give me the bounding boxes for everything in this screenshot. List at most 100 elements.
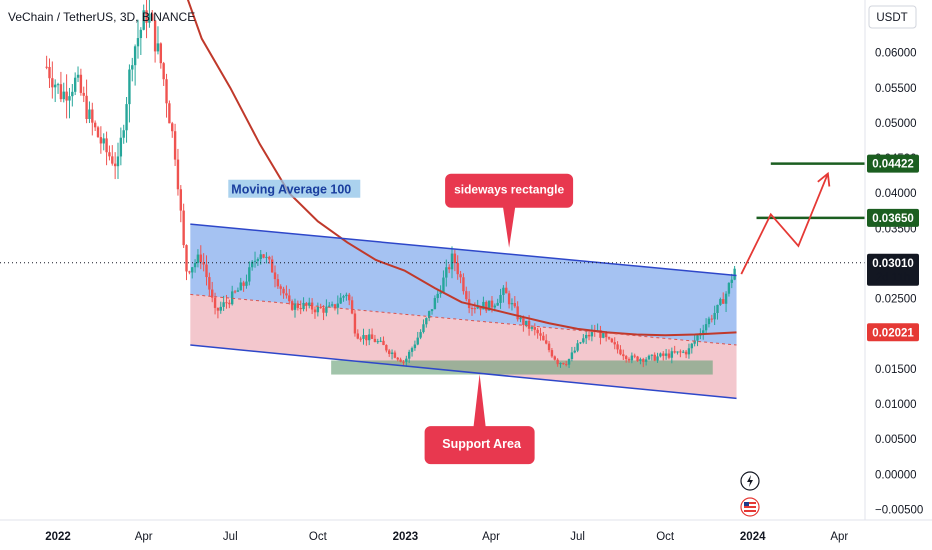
candle-body [619, 349, 622, 355]
candle-body [525, 320, 528, 325]
candle-body [336, 303, 340, 308]
current-price-tag [867, 253, 919, 286]
candle-body [191, 267, 194, 273]
candle-body [427, 311, 431, 319]
candle-body [510, 303, 514, 305]
candle-body [507, 293, 511, 305]
y-tick-label: 0.05000 [875, 118, 917, 130]
candle-body [71, 91, 74, 97]
candle-body [196, 254, 200, 264]
candle-body [208, 277, 211, 290]
support-zone [331, 360, 713, 375]
candle-body [519, 317, 522, 320]
x-tick-label: 2022 [45, 531, 71, 543]
candle-body [202, 262, 205, 265]
candle-body [368, 334, 371, 341]
flag-canton [744, 502, 749, 506]
candle-body [339, 297, 342, 304]
candle-body [690, 343, 694, 349]
candle-body [570, 352, 574, 360]
candle-body [633, 355, 636, 357]
candle-body [105, 138, 108, 153]
candle-body [65, 91, 68, 101]
candle-body [696, 335, 699, 341]
candle-body [362, 335, 365, 339]
candle-body [396, 357, 399, 360]
candle-body [722, 299, 725, 304]
candle-body [179, 189, 183, 211]
candle-body [165, 79, 168, 104]
moving-average-100-line [186, 0, 737, 337]
candle-body [702, 330, 705, 334]
candle-body [624, 356, 628, 360]
candle-body [527, 320, 531, 329]
candle-body [522, 317, 525, 325]
candle-body [376, 341, 379, 343]
target-level-tag-text: 0.03650 [872, 213, 914, 225]
candle-body [325, 306, 328, 313]
candle-body [650, 354, 654, 356]
candle-body [733, 268, 736, 280]
candle-body [379, 340, 382, 342]
ma-label-box [228, 179, 361, 198]
candle-body [168, 103, 171, 124]
candle-body [265, 256, 268, 258]
candle-body [642, 359, 645, 362]
candle-body [610, 338, 614, 343]
candle-body [102, 138, 105, 144]
candle-body [199, 254, 202, 263]
candle-body [439, 292, 442, 294]
candle-body [473, 308, 477, 310]
candle-body [413, 344, 417, 349]
candle-body [502, 287, 505, 295]
x-tick-label: 2024 [740, 531, 766, 543]
candle-body [582, 338, 585, 343]
candle-body [584, 334, 588, 339]
candle-body [288, 295, 291, 302]
candle-body [559, 362, 562, 365]
channel-upper-line [190, 223, 737, 277]
ma-price-tag [867, 323, 919, 342]
candle-body [262, 254, 265, 258]
candle-body [348, 294, 351, 301]
candle-body [222, 302, 225, 307]
candle-body [659, 353, 662, 357]
y-tick-label: 0.04000 [875, 188, 917, 200]
candle-body [296, 303, 300, 308]
time-axis-background [0, 520, 932, 550]
candle-body [547, 343, 551, 351]
candle-body [53, 84, 57, 88]
sideways-rectangle-callout [445, 173, 574, 248]
y-tick-label: 0.05500 [875, 83, 917, 95]
candle-body [133, 46, 137, 66]
candle-body [627, 359, 631, 361]
chart-title: VeChain / TetherUS, 3D, BINANCE [8, 10, 195, 24]
flag-stripe [744, 510, 756, 512]
candle-body [279, 286, 282, 289]
x-tick-label: Oct [309, 531, 328, 543]
candle-body [496, 302, 499, 306]
candle-body [316, 306, 320, 313]
candle-body [436, 293, 439, 299]
candle-body [171, 123, 174, 132]
candle-body [116, 156, 120, 167]
candle-body [319, 306, 322, 309]
candle-body [242, 282, 245, 286]
candle-body [390, 352, 394, 354]
candle-body [673, 351, 676, 353]
candle-body [684, 351, 688, 355]
x-tick-label: Apr [830, 531, 848, 543]
candle-body [293, 303, 297, 310]
candle-body [302, 302, 305, 310]
candle-body [630, 355, 634, 361]
candle-body [236, 290, 240, 292]
candle-body [156, 43, 160, 52]
candle-body [365, 335, 368, 341]
candle-body [662, 353, 665, 356]
candle-body [724, 293, 728, 304]
candle-body [505, 287, 508, 294]
countdown-text: 2d 11h [876, 272, 910, 284]
candle-body [653, 354, 656, 361]
candle-body [622, 354, 625, 357]
